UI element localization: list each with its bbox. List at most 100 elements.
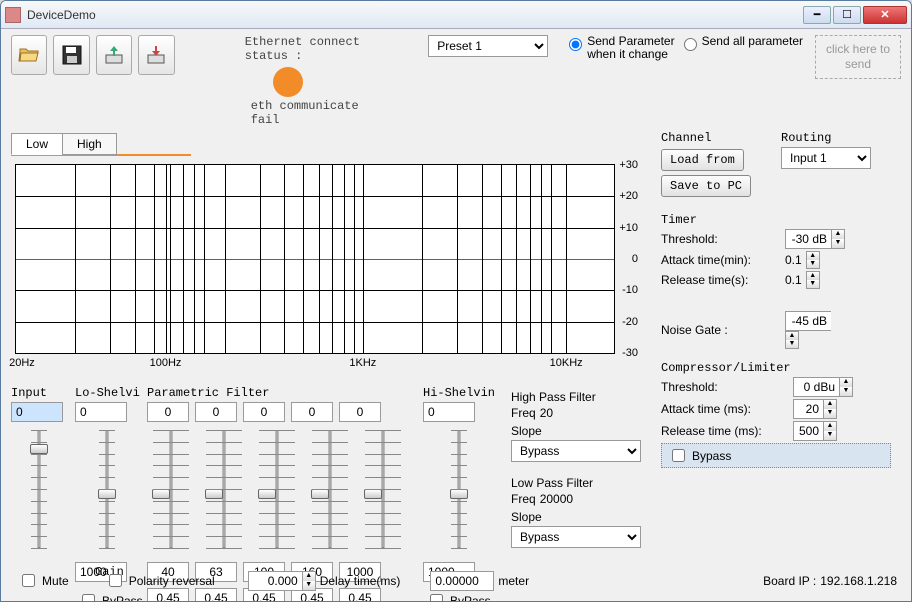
noise-gate-input[interactable] [785, 311, 831, 331]
comp-release-input[interactable] [793, 421, 823, 441]
comp-bypass-checkbox[interactable]: Bypass [661, 443, 891, 468]
meter-input[interactable] [430, 571, 494, 591]
delay-input[interactable] [248, 571, 302, 591]
frequency-response-graph: +30+20+100-10-20-3020Hz100Hz1KHz10KHz [15, 164, 615, 354]
comp-threshold-label: Threshold: [661, 380, 789, 394]
x-tick: 100Hz [150, 357, 182, 369]
param-3-slider[interactable] [309, 430, 351, 548]
meter-unit: meter [498, 574, 529, 588]
timer-release-label: Release time(s): [661, 273, 781, 287]
floppy-icon [60, 43, 84, 67]
close-button[interactable]: ✕ [863, 6, 907, 24]
board-ip-label: Board IP : [763, 574, 816, 588]
param-0-value[interactable] [147, 402, 189, 422]
timer-threshold-spinner[interactable]: ▲▼ [831, 229, 845, 249]
y-tick: +10 [619, 222, 638, 234]
app-window: DeviceDemo ━ ☐ ✕ Ethernet connect status… [0, 0, 912, 602]
comp-release-label: Release time (ms): [661, 424, 789, 438]
device-down-icon [144, 43, 168, 67]
timer-attack-spinner[interactable]: ▲▼ [806, 251, 820, 269]
send-on-change-radio[interactable]: Send Parameter when it change [564, 35, 674, 61]
x-tick: 10KHz [550, 357, 583, 369]
hpf-title: High Pass Filter [511, 390, 653, 404]
routing-select[interactable]: Input 1 [781, 147, 871, 169]
ethernet-fail-text: eth communicate fail [251, 99, 393, 127]
y-tick: -20 [622, 316, 638, 328]
timer-attack-label: Attack time(min): [661, 253, 781, 267]
input-slider[interactable] [28, 430, 50, 548]
send-now-button[interactable]: click here to send [815, 35, 901, 79]
open-button[interactable] [11, 35, 47, 75]
comp-attack-spinner[interactable]: ▲▼ [823, 399, 837, 419]
comp-attack-label: Attack time (ms): [661, 402, 789, 416]
device-up-icon [102, 43, 126, 67]
y-tick: +20 [619, 190, 638, 202]
input-value[interactable] [11, 402, 63, 422]
titlebar: DeviceDemo ━ ☐ ✕ [1, 1, 911, 29]
tab-low[interactable]: Low [11, 133, 63, 155]
timer-title: Timer [661, 213, 891, 227]
param-4-value[interactable] [339, 402, 381, 422]
timer-threshold-label: Threshold: [661, 232, 781, 246]
lpf-title: Low Pass Filter [511, 476, 653, 490]
lpf-freq-value: 20000 [540, 492, 573, 506]
delay-label: Delay time(ms) [320, 574, 401, 588]
ethernet-indicator [273, 67, 303, 97]
noise-gate-label: Noise Gate : [661, 323, 781, 337]
y-tick: -30 [622, 347, 638, 359]
board-ip: 192.168.1.218 [820, 574, 897, 588]
save-to-pc-button[interactable]: Save to PC [661, 175, 751, 197]
routing-title: Routing [781, 131, 871, 145]
preset-select[interactable]: Preset 1 [428, 35, 548, 57]
load-from-button[interactable]: Load from [661, 149, 744, 171]
param-4-slider[interactable] [362, 430, 404, 548]
lo-shelf-label: Lo-Shelvi [75, 386, 139, 402]
delay-spinner[interactable]: ▲▼ [302, 571, 316, 591]
lpf-slope-select[interactable]: Bypass [511, 526, 641, 548]
hi-shelf-value[interactable] [423, 402, 475, 422]
ethernet-status-label: Ethernet connect status : [245, 35, 393, 63]
lpf-slope-label: Slope [511, 510, 653, 524]
noise-gate-spinner[interactable]: ▲▼ [785, 331, 799, 349]
maximize-button[interactable]: ☐ [833, 6, 861, 24]
param-1-value[interactable] [195, 402, 237, 422]
folder-open-icon [17, 43, 41, 67]
minimize-button[interactable]: ━ [803, 6, 831, 24]
lo-shelf-value[interactable] [75, 402, 127, 422]
hpf-freq-value: 20 [540, 406, 553, 420]
param-2-value[interactable] [243, 402, 285, 422]
comp-threshold-spinner[interactable]: ▲▼ [839, 377, 853, 397]
mute-checkbox[interactable]: Mute [15, 568, 72, 593]
comp-attack-input[interactable] [793, 399, 823, 419]
timer-threshold-input[interactable] [785, 229, 831, 249]
hi-shelf-label: Hi-Shelvin [423, 386, 495, 402]
save-button[interactable] [53, 35, 89, 75]
tab-high[interactable]: High [62, 133, 117, 155]
comp-release-spinner[interactable]: ▲▼ [823, 421, 837, 441]
hpf-slope-select[interactable]: Bypass [511, 440, 641, 462]
param-3-value[interactable] [291, 402, 333, 422]
channel-title: Channel [661, 131, 751, 145]
lo-shelf-slider[interactable] [96, 430, 118, 548]
comp-threshold-input[interactable] [793, 377, 839, 397]
hpf-slope-label: Slope [511, 424, 653, 438]
hi-shelf-slider[interactable] [448, 430, 470, 548]
download-button[interactable] [138, 35, 174, 75]
upload-button[interactable] [96, 35, 132, 75]
y-tick: -10 [622, 284, 638, 296]
x-tick: 1KHz [349, 357, 376, 369]
parametric-label: Parametric Filter [147, 386, 407, 402]
y-tick: 0 [632, 253, 638, 265]
send-all-radio[interactable]: Send all parameter [679, 35, 803, 51]
x-tick: 20Hz [9, 357, 35, 369]
app-icon [5, 7, 21, 23]
param-0-slider[interactable] [150, 430, 192, 548]
polarity-checkbox[interactable]: Polarity reversal [102, 568, 218, 593]
input-label: Input [11, 386, 67, 402]
window-title: DeviceDemo [27, 8, 801, 22]
param-1-slider[interactable] [203, 430, 245, 548]
param-2-slider[interactable] [256, 430, 298, 548]
compressor-title: Compressor/Limiter [661, 361, 891, 375]
timer-release-spinner[interactable]: ▲▼ [806, 271, 820, 289]
hpf-freq-label: Freq [511, 406, 536, 420]
